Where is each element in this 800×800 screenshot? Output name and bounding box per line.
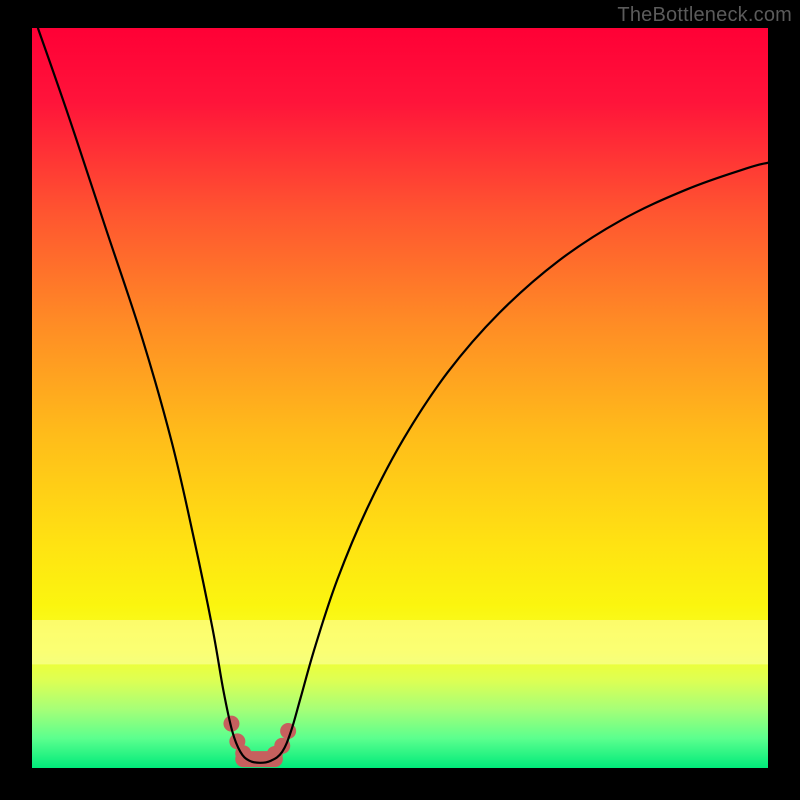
bottleneck-curve-chart (0, 0, 800, 800)
watermark-text: TheBottleneck.com (617, 4, 792, 27)
highlight-band (32, 620, 768, 664)
